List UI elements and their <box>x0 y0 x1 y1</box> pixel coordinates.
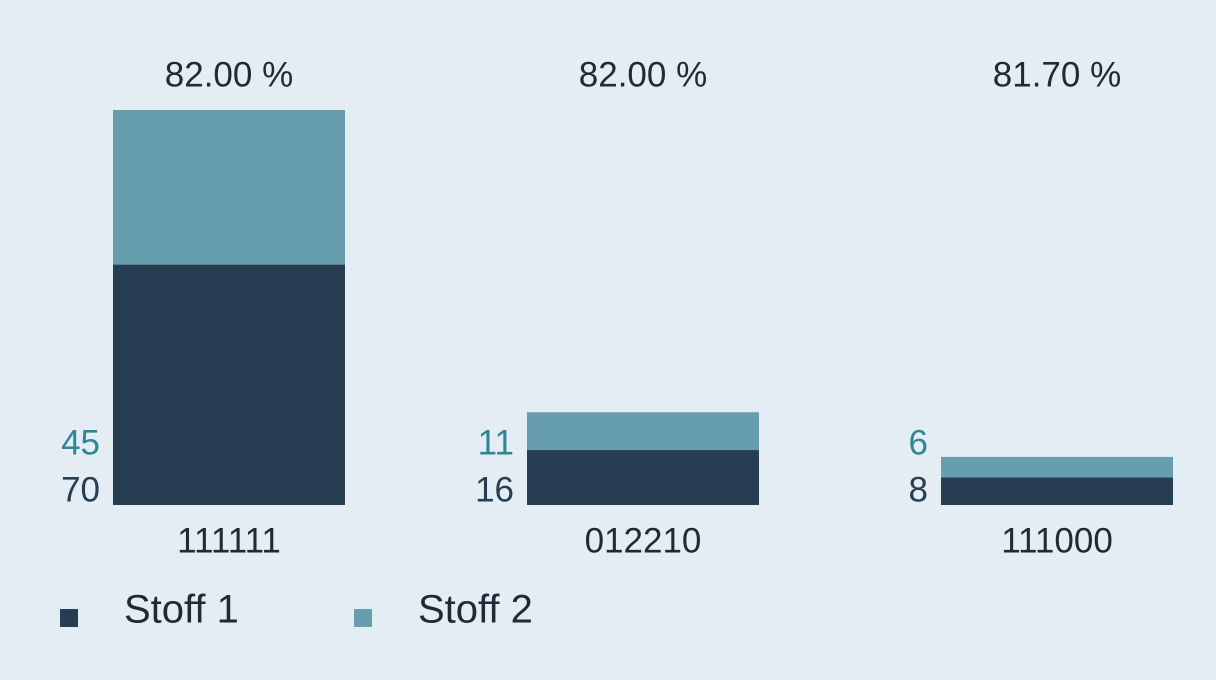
x-tick-label: 012210 <box>585 521 702 560</box>
annotation: 82.00 % <box>579 55 707 94</box>
value-label: 11 <box>478 423 514 462</box>
bar-segment <box>113 110 345 265</box>
bar-segment <box>941 456 1173 478</box>
value-label: 8 <box>909 470 928 509</box>
x-tick-label: 111000 <box>1001 521 1113 560</box>
annotation: 81.70 % <box>993 55 1121 94</box>
value-label: 16 <box>475 470 514 509</box>
bar-segment <box>113 264 345 505</box>
legend-swatch <box>354 609 372 627</box>
bar-segment <box>527 412 759 451</box>
bar-segment <box>527 450 759 505</box>
value-label: 45 <box>61 423 100 462</box>
legend-text: Stoff 1 <box>124 588 239 632</box>
annotation: 82.00 % <box>165 55 293 94</box>
x-tick-label: 111111 <box>177 521 281 560</box>
value-label: 70 <box>61 470 100 509</box>
bar-segment <box>941 477 1173 505</box>
legend-text: Stoff 2 <box>418 588 533 632</box>
value-label: 6 <box>909 423 928 462</box>
legend-swatch <box>60 609 78 627</box>
